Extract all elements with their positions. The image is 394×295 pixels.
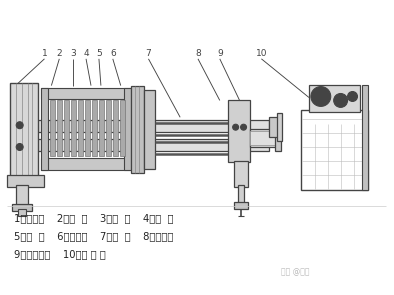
Bar [269,117,279,137]
Bar [249,131,277,145]
Text: 5: 5 [96,49,102,58]
Bar [275,125,281,151]
Circle shape [311,86,331,106]
Bar [24,120,269,132]
Bar [301,110,368,190]
Circle shape [16,144,23,150]
Bar [85,100,90,156]
Bar [234,202,247,209]
Bar [7,175,45,187]
Circle shape [334,94,348,107]
Text: 2: 2 [56,49,62,58]
Bar [10,83,37,177]
Text: 10: 10 [256,49,267,58]
Bar [124,88,131,170]
Bar [71,100,76,156]
Circle shape [241,124,247,130]
Text: 8: 8 [195,49,201,58]
Text: 9、液压缸座    10、液 压 站: 9、液压缸座 10、液 压 站 [14,249,106,259]
Bar [78,100,83,156]
Bar [58,100,62,156]
Text: 9: 9 [217,49,223,58]
Bar [92,100,97,156]
Text: 知乎 @文文: 知乎 @文文 [281,267,310,276]
Bar [249,129,277,147]
Bar [309,85,361,112]
Bar [41,88,131,99]
Circle shape [348,91,357,101]
Circle shape [16,122,23,129]
Text: 1: 1 [42,49,47,58]
Bar [50,100,55,156]
Text: 4: 4 [83,49,89,58]
Text: 7: 7 [146,49,151,58]
Bar [145,90,155,169]
Bar [18,209,26,216]
Text: 1、止推板    2、头  板    3、滤  板    4、滤  布: 1、止推板 2、头 板 3、滤 板 4、滤 布 [14,213,173,223]
Circle shape [233,124,239,130]
Bar [106,100,111,156]
Bar [362,85,368,190]
Bar [24,139,269,151]
Bar [12,204,32,212]
Bar [238,185,243,204]
Bar [41,88,48,170]
Bar [228,100,249,162]
Bar [41,158,131,170]
Text: 6: 6 [110,49,116,58]
Bar [99,100,104,156]
Bar [16,185,28,206]
Bar [277,113,282,141]
Bar [113,100,118,156]
Bar [234,161,247,187]
Text: 3: 3 [70,49,76,58]
Text: 5、尾  板    6、压紧板    7、横  梁    8、液压缸: 5、尾 板 6、压紧板 7、横 梁 8、液压缸 [14,231,173,241]
Bar [64,100,69,156]
Bar [131,86,145,173]
Bar [120,100,125,156]
